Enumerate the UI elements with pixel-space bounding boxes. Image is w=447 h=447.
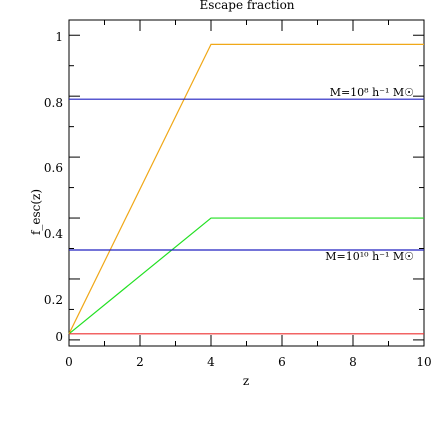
- x-tick-label: 0: [65, 355, 73, 369]
- y-tick-label: 0.6: [44, 161, 63, 175]
- x-tick-labels: 0 2 4 6 8 10: [65, 355, 431, 369]
- series-line-0: [68, 43, 424, 335]
- y-tick-label: 0.8: [44, 96, 63, 110]
- y-tick-label: 0: [55, 330, 63, 344]
- x-tick-label: 8: [349, 355, 357, 369]
- x-tick-label: 4: [207, 355, 215, 369]
- y-tick-label: 0.2: [44, 293, 63, 307]
- y-tick-label: 1: [55, 30, 63, 44]
- x-tick-label: 10: [416, 355, 431, 369]
- y-axis-label: f_esc(z): [29, 189, 43, 235]
- plot-frame: [68, 19, 425, 347]
- x-tick-label: 2: [136, 355, 144, 369]
- axis-ticks: [68, 20, 425, 346]
- x-tick-label: 6: [278, 355, 286, 369]
- series-lines: [68, 43, 424, 335]
- y-tick-label: 0.4: [44, 227, 63, 241]
- chart-title: Escape fraction: [199, 0, 294, 12]
- series-line-1: [68, 217, 424, 335]
- annotation-high-mass-label: M=10⁸ h⁻¹ M☉: [330, 86, 414, 99]
- x-axis-label: z: [243, 374, 249, 388]
- annotation-low-mass-label: M=10¹⁰ h⁻¹ M☉: [325, 250, 414, 263]
- y-tick-labels: 0 0.2 0.4 0.6 0.8 1: [44, 30, 63, 344]
